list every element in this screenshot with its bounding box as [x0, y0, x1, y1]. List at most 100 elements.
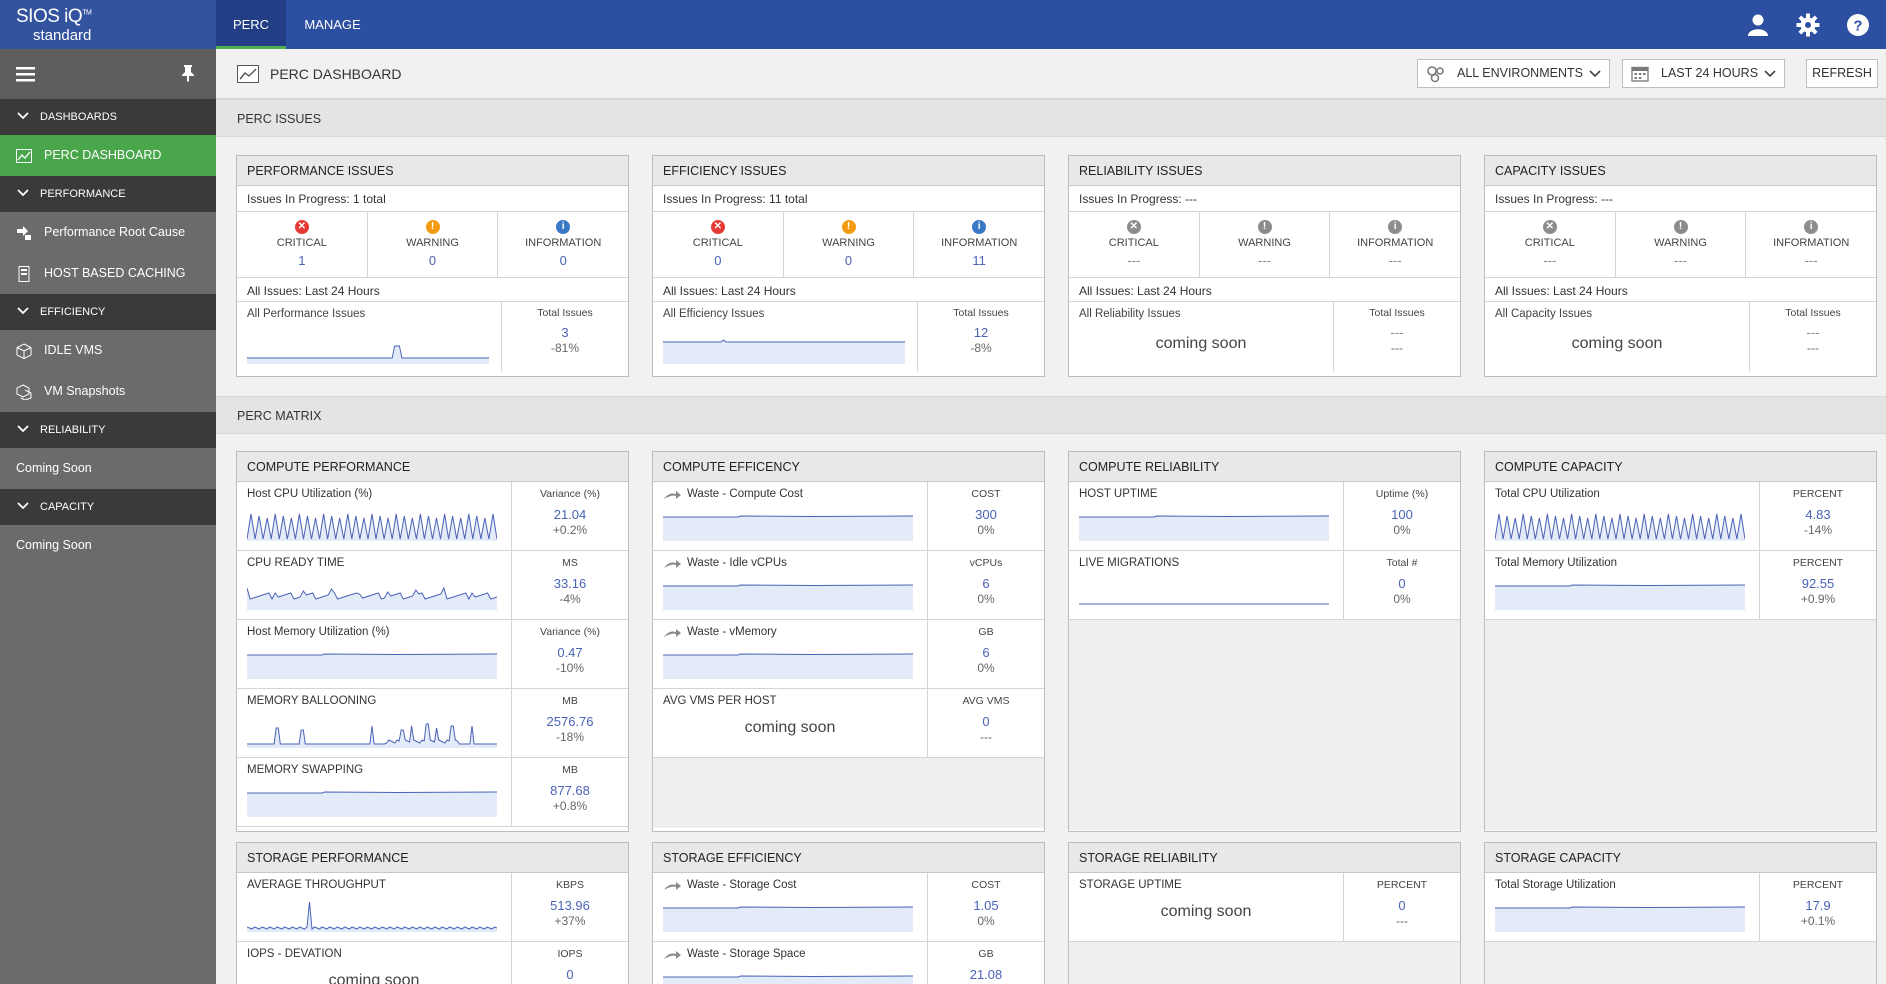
metric-sparkline	[663, 975, 913, 984]
metric-sparkline	[663, 584, 913, 610]
metric-row[interactable]: Waste - Storage Cost COST 1.05 0%	[653, 873, 1044, 942]
root-cause-icon	[17, 226, 31, 240]
metric-row[interactable]: LIVE MIGRATIONS Total # 0 0%	[1069, 551, 1460, 620]
metric-value-cell: COST 300 0%	[928, 482, 1044, 551]
metric-row[interactable]: MEMORY SWAPPING MB 877.68 +0.8%	[237, 758, 628, 827]
sidebar-item-performance-root-cause[interactable]: Performance Root Cause	[0, 212, 216, 253]
metric-value-cell: PERCENT 92.55 +0.9%	[1760, 551, 1876, 620]
card-empty-area	[1485, 620, 1876, 830]
total-issues-change: -81%	[550, 341, 579, 355]
issue-chart-row: All Performance Issues Total Issues 3 -81%	[237, 302, 628, 372]
issue-card[interactable]: EFFICIENCY ISSUES Issues In Progress: 11 …	[652, 155, 1045, 377]
chevron-down-icon	[17, 502, 29, 510]
issue-card[interactable]: PERFORMANCE ISSUES Issues In Progress: 1 …	[236, 155, 629, 377]
metric-label: Total Storage Utilization	[1495, 879, 1616, 891]
severity-warning[interactable]: ! WARNING 0	[368, 212, 499, 277]
gear-icon[interactable]	[1795, 12, 1821, 38]
metric-value-cell: Variance (%) 0.47 -10%	[512, 620, 628, 689]
issue-chart[interactable]: All Performance Issues	[237, 302, 502, 372]
severity-count: 0	[428, 253, 437, 268]
sidebar-item-idle-vms[interactable]: IDLE VMS	[0, 330, 216, 371]
help-icon[interactable]: ?	[1845, 12, 1871, 38]
metric-row[interactable]: Waste - Idle vCPUs vCPUs 6 0%	[653, 551, 1044, 620]
sidebar-section-reliability[interactable]: RELIABILITY	[0, 412, 216, 448]
matrix-card-title: COMPUTE PERFORMANCE	[237, 452, 628, 482]
metric-row[interactable]: Total Memory Utilization PERCENT 92.55 +0.9…	[1485, 551, 1876, 620]
metric-label: LIVE MIGRATIONS	[1079, 557, 1180, 569]
metric-value-cell: vCPUs 6 0%	[928, 551, 1044, 620]
metric-value-cell: KBPS 513.96 +37%	[512, 873, 628, 942]
pin-icon[interactable]	[180, 64, 196, 82]
hamburger-menu-icon[interactable]	[16, 66, 35, 82]
metric-value-cell: GB 21.08	[928, 942, 1044, 984]
metric-sparkline	[247, 901, 497, 932]
sidebar-section-performance[interactable]: PERFORMANCE	[0, 176, 216, 212]
metric-label: Total Memory Utilization	[1495, 557, 1618, 569]
severity-critical[interactable]: ✕ CRITICAL 1	[237, 212, 368, 277]
metric-label: Total CPU Utilization	[1495, 488, 1600, 500]
chevron-down-icon	[17, 307, 29, 315]
metric-row[interactable]: MEMORY BALLOONING MB 2576.76 -18%	[237, 689, 628, 758]
severity-information[interactable]: i INFORMATION ---	[1746, 212, 1876, 277]
matrix-card: COMPUTE CAPACITY Total CPU Utilization PER…	[1484, 451, 1877, 832]
severity-critical[interactable]: ✕ CRITICAL ---	[1069, 212, 1200, 277]
sidebar-item-perc-dashboard[interactable]: PERC DASHBOARD	[0, 135, 216, 176]
metric-unit: PERCENT	[1792, 488, 1844, 500]
severity-information[interactable]: i INFORMATION ---	[1330, 212, 1460, 277]
information-icon: i	[1388, 220, 1403, 234]
severity-critical[interactable]: ✕ CRITICAL 0	[653, 212, 784, 277]
metric-row[interactable]: IOPS - DEVATION coming soon IOPS 0	[237, 942, 628, 984]
metric-row[interactable]: AVERAGE THROUGHPUT KBPS 513.96 +37%	[237, 873, 628, 942]
issue-card[interactable]: CAPACITY ISSUES Issues In Progress: --- ✕ C…	[1484, 155, 1877, 377]
issue-chart[interactable]: All Efficiency Issues	[653, 302, 918, 372]
metric-row[interactable]: CPU READY TIME MS 33.16 -4%	[237, 551, 628, 620]
metric-row[interactable]: Total Storage Utilization PERCENT 17.9 +0.1…	[1485, 873, 1876, 942]
metric-row[interactable]: Waste - vMemory GB 6 0%	[653, 620, 1044, 689]
sidebar-item-host-based-caching[interactable]: HOST BASED CACHING	[0, 253, 216, 294]
total-issues-change: ---	[1391, 341, 1403, 355]
matrix-card: STORAGE PERFORMANCE AVERAGE THROUGHPUT KBP…	[236, 842, 629, 984]
severity-critical[interactable]: ✕ CRITICAL ---	[1485, 212, 1616, 277]
metric-chart: CPU READY TIME	[237, 551, 512, 620]
metric-value: 0	[1398, 898, 1406, 913]
severity-information[interactable]: i INFORMATION 11	[914, 212, 1044, 277]
severity-warning[interactable]: ! WARNING 0	[784, 212, 915, 277]
metric-row[interactable]: Host Memory Utilization (%) Variance (%) 0…	[237, 620, 628, 689]
severity-warning[interactable]: ! WARNING ---	[1200, 212, 1331, 277]
metric-row[interactable]: Waste - Storage Space GB 21.08	[653, 942, 1044, 984]
metric-value: 513.96	[550, 898, 590, 913]
tab-perc[interactable]: PERC	[216, 0, 286, 49]
sidebar-section-dashboards[interactable]: DASHBOARDS	[0, 99, 216, 135]
severity-warning[interactable]: ! WARNING ---	[1616, 212, 1747, 277]
issue-chart[interactable]: All Reliability Issues coming soon	[1069, 302, 1334, 372]
issue-chart[interactable]: All Capacity Issues coming soon	[1485, 302, 1750, 372]
metric-change: 0%	[977, 661, 995, 675]
metric-value: 0	[566, 967, 574, 982]
issue-card[interactable]: RELIABILITY ISSUES Issues In Progress: --…	[1068, 155, 1461, 377]
metric-row[interactable]: AVG VMS PER HOST coming soon AVG VMS 0 ---	[653, 689, 1044, 758]
chevron-down-icon	[1764, 70, 1776, 78]
metric-chart: LIVE MIGRATIONS	[1069, 551, 1344, 620]
sidebar-section-capacity[interactable]: CAPACITY	[0, 489, 216, 525]
metric-value-cell: Total # 0 0%	[1344, 551, 1460, 620]
environment-dropdown[interactable]: ALL ENVIRONMENTS	[1417, 59, 1610, 88]
metric-row[interactable]: STORAGE UPTIME coming soon PERCENT 0 ---	[1069, 873, 1460, 942]
metric-row[interactable]: Waste - Compute Cost COST 300 0%	[653, 482, 1044, 551]
user-icon[interactable]	[1745, 12, 1771, 38]
time-range-dropdown[interactable]: LAST 24 HOURS	[1622, 59, 1785, 88]
sidebar-section-efficiency[interactable]: EFFICIENCY	[0, 294, 216, 330]
refresh-button[interactable]: REFRESH	[1806, 59, 1878, 88]
tab-manage[interactable]: MANAGE	[304, 17, 361, 32]
severity-information[interactable]: i INFORMATION 0	[498, 212, 628, 277]
metric-row[interactable]: Host CPU Utilization (%) Variance (%) 21.0…	[237, 482, 628, 551]
metric-label: CPU READY TIME	[247, 557, 345, 569]
metric-row[interactable]: Total CPU Utilization PERCENT 4.83 -14%	[1485, 482, 1876, 551]
metric-value: 21.08	[969, 967, 1003, 982]
sidebar-section-label: PERFORMANCE	[40, 188, 126, 200]
metric-row[interactable]: HOST UPTIME Uptime (%) 100 0%	[1069, 482, 1460, 551]
metric-label: AVG VMS PER HOST	[663, 695, 777, 707]
chart-icon	[16, 149, 32, 163]
sidebar-item-vm-snapshots[interactable]: VM Snapshots	[0, 371, 216, 412]
metric-sparkline	[247, 723, 497, 748]
metric-chart: MEMORY BALLOONING	[237, 689, 512, 758]
